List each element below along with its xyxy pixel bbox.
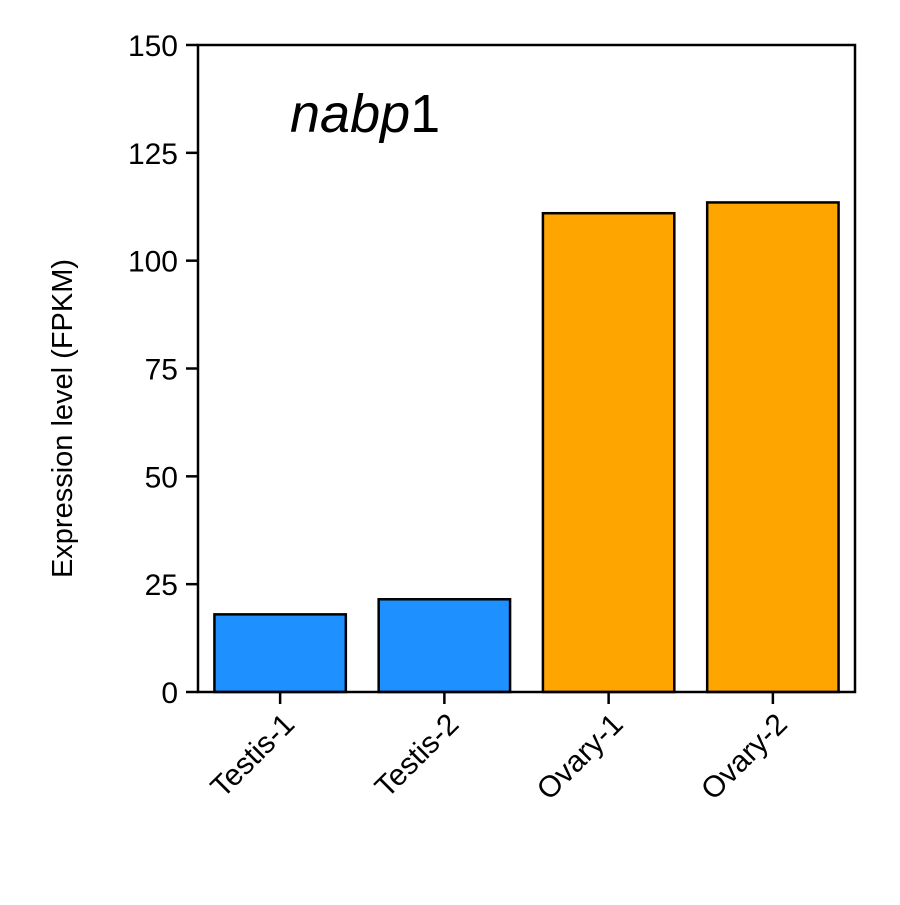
y-tick-label-0: 0 <box>161 677 178 710</box>
bar-ovary-2 <box>705 201 840 694</box>
y-tick-label-150: 150 <box>128 30 178 63</box>
gene-annotation: nabp1 <box>290 84 440 144</box>
gene-annotation-number: 1 <box>410 84 440 144</box>
bar-testis-1 <box>213 613 348 694</box>
y-axis-title: Expression level (FPKM) <box>47 259 79 578</box>
x-axis: Testis-1 Testis-2 Ovary-1 Ovary-2 <box>205 692 794 806</box>
x-tick-label-testis-2: Testis-2 <box>369 708 465 804</box>
bars-layer <box>213 201 840 694</box>
y-tick-label-75: 75 <box>145 354 178 387</box>
x-tick-label-testis-1: Testis-1 <box>205 708 301 804</box>
plot-frame <box>196 43 857 694</box>
y-tick-label-100: 100 <box>128 246 178 279</box>
gene-annotation-italic: nabp <box>290 84 410 144</box>
y-tick-label-50: 50 <box>145 461 178 494</box>
bar-ovary-1 <box>541 211 676 694</box>
y-tick-label-25: 25 <box>145 569 178 602</box>
y-axis: 0 25 50 75 100 125 150 <box>128 30 198 710</box>
x-tick-label-ovary-2: Ovary-2 <box>695 708 794 807</box>
y-tick-label-125: 125 <box>128 138 178 171</box>
x-tick-label-ovary-1: Ovary-1 <box>531 708 630 807</box>
bar-testis-2 <box>377 598 512 694</box>
